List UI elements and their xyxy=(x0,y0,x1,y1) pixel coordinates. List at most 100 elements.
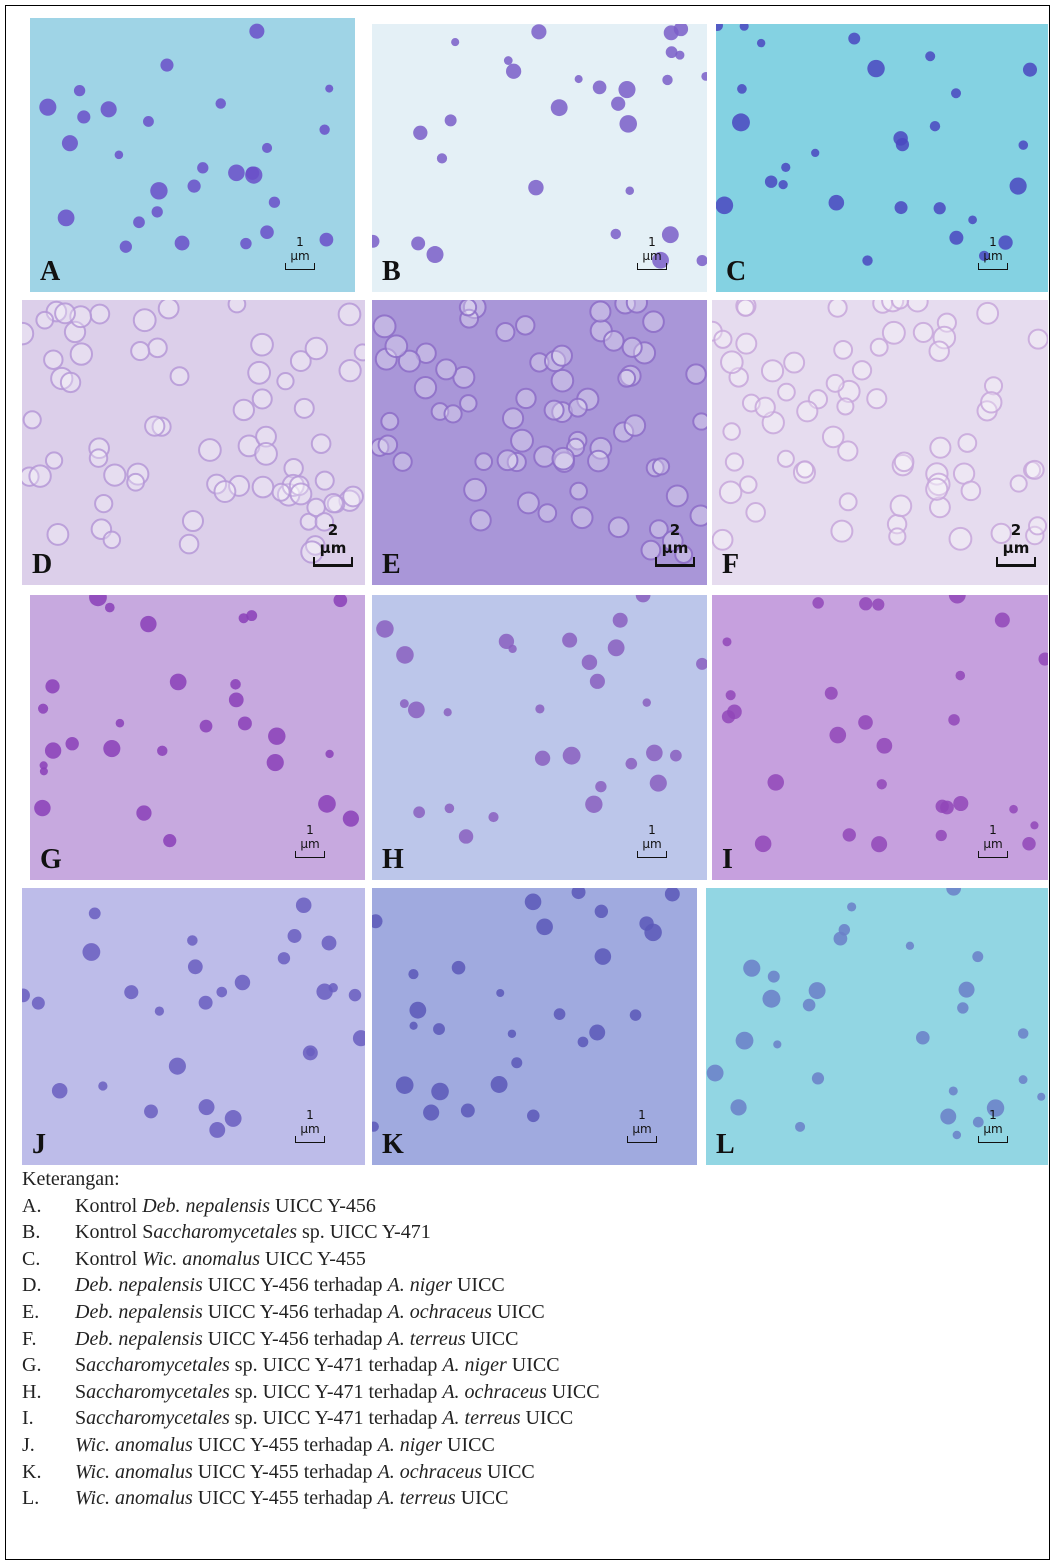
cell xyxy=(949,595,966,603)
cell xyxy=(552,346,572,366)
cell xyxy=(47,524,68,545)
cell xyxy=(891,496,912,517)
cell xyxy=(1018,1028,1029,1039)
cell xyxy=(893,131,907,145)
cell xyxy=(150,182,167,199)
cell xyxy=(511,1057,522,1068)
item-letter: L. xyxy=(22,1485,75,1512)
cell xyxy=(811,149,819,157)
item-letter: C. xyxy=(22,1246,75,1273)
cell xyxy=(847,902,856,911)
cell xyxy=(55,303,75,323)
cell xyxy=(697,255,707,266)
item-text: sp. UICC Y-471 terhadap xyxy=(230,1381,443,1403)
cell xyxy=(36,312,53,329)
cell xyxy=(871,339,888,356)
legend: Keterangan: A.Kontrol Deb. nepalensis UI… xyxy=(22,1166,600,1512)
cell xyxy=(686,364,705,383)
cell xyxy=(436,359,456,379)
cell xyxy=(737,84,747,94)
legend-item: K.Wic. anomalus UICC Y-455 terhadap A. o… xyxy=(22,1459,600,1486)
cell xyxy=(619,115,637,133)
cell xyxy=(214,481,235,502)
legend-item: F.Deb. nepalensis UICC Y-456 terhadap A.… xyxy=(22,1326,600,1353)
cell xyxy=(962,481,981,500)
cell xyxy=(38,704,48,714)
cell xyxy=(65,737,78,750)
cell xyxy=(40,761,48,769)
legend-item: C.Kontrol Wic. anomalus UICC Y-455 xyxy=(22,1246,600,1273)
cell xyxy=(575,75,583,83)
cell xyxy=(188,959,203,974)
cell xyxy=(930,497,950,517)
cell xyxy=(531,24,546,39)
cell xyxy=(829,195,845,211)
cell xyxy=(589,1025,605,1041)
cell xyxy=(197,162,208,173)
cell xyxy=(740,476,757,493)
scale-line xyxy=(978,263,1008,270)
item-text: A. ochraceus xyxy=(378,1461,482,1483)
cell xyxy=(834,341,852,359)
item-text: UICC xyxy=(547,1381,600,1403)
cell xyxy=(396,1076,414,1094)
cell xyxy=(159,300,179,318)
cell xyxy=(199,996,213,1010)
cell xyxy=(459,829,473,843)
cell xyxy=(267,754,284,771)
cell xyxy=(778,451,794,467)
item-text: Wic. anomalus xyxy=(142,1248,260,1270)
cell xyxy=(376,620,394,638)
cell xyxy=(82,943,100,961)
item-text: UICC Y-455 terhadap xyxy=(193,1461,378,1483)
scale-bar: 1 µm xyxy=(627,1108,657,1143)
cell xyxy=(45,679,59,693)
item-text: Wic. anomalus xyxy=(75,1461,193,1483)
cell xyxy=(115,151,124,160)
item-text: UICC Y-455 xyxy=(260,1248,366,1270)
cell xyxy=(906,942,914,950)
panel-label: H xyxy=(382,844,404,876)
panel-label: G xyxy=(40,844,62,876)
cell xyxy=(408,969,418,979)
cell xyxy=(726,453,743,470)
cell xyxy=(39,99,56,116)
cell xyxy=(765,175,777,187)
cell xyxy=(140,616,156,632)
cell xyxy=(157,746,167,756)
scale-bar: 1 µm xyxy=(978,823,1008,858)
scale-bar: 2 µm xyxy=(996,521,1036,567)
cell xyxy=(460,300,476,315)
cell xyxy=(755,836,772,853)
cell xyxy=(437,153,447,163)
cell xyxy=(636,595,651,602)
item-text: UICC xyxy=(520,1407,573,1429)
cell xyxy=(595,781,606,792)
cell xyxy=(508,645,516,653)
cell xyxy=(949,231,963,245)
cell xyxy=(343,487,363,507)
cell xyxy=(488,812,498,822)
cell xyxy=(225,1110,242,1127)
cell xyxy=(413,126,427,140)
cell xyxy=(452,961,466,975)
cell xyxy=(349,989,361,1001)
cell xyxy=(949,1086,958,1095)
cell xyxy=(895,201,908,214)
item-text: UICC xyxy=(482,1461,535,1483)
cell xyxy=(385,335,407,357)
scale-text: 1 µm xyxy=(295,1108,325,1136)
cell xyxy=(116,719,125,728)
cell xyxy=(22,323,33,345)
cell xyxy=(525,894,542,911)
cell xyxy=(721,351,743,373)
cell xyxy=(215,98,226,109)
panel-label: J xyxy=(32,1129,46,1161)
cell xyxy=(32,997,45,1010)
cell xyxy=(552,448,574,470)
cell xyxy=(582,655,597,670)
cell xyxy=(1037,1093,1045,1101)
cell xyxy=(71,343,92,364)
item-text: S xyxy=(75,1354,86,1376)
